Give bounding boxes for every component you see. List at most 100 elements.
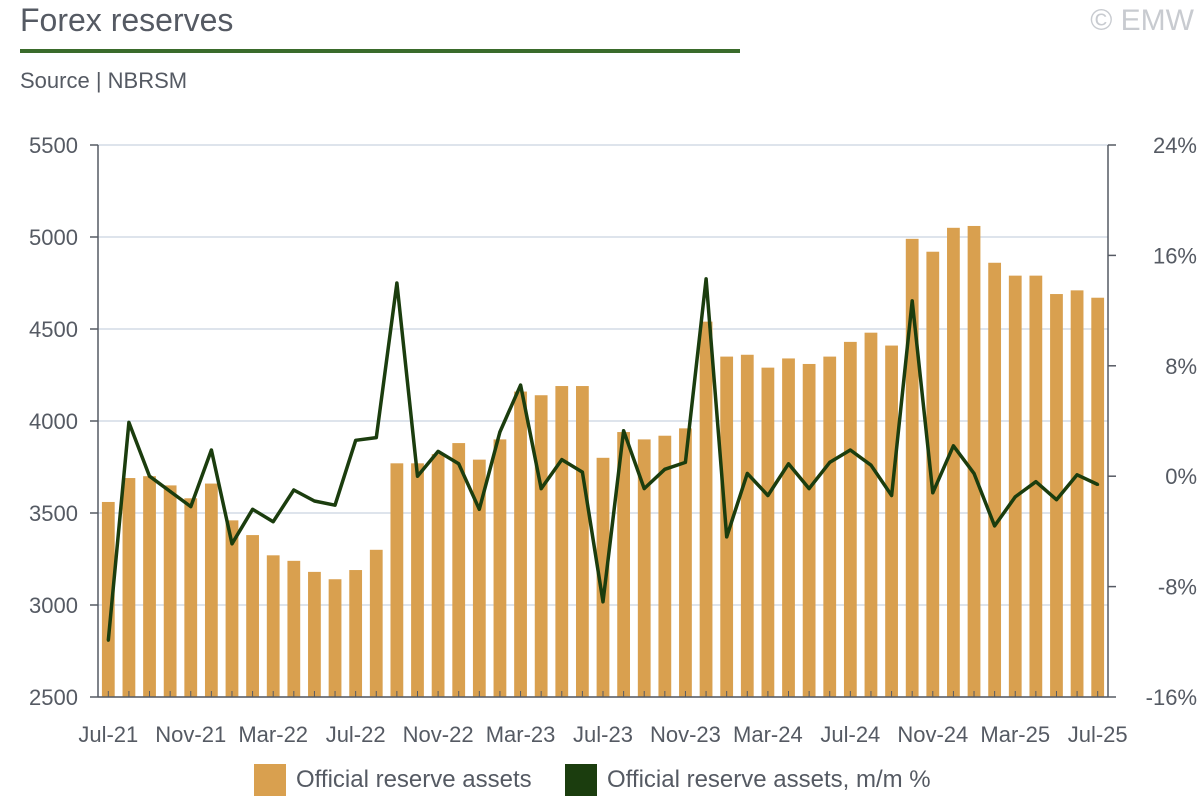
bar <box>802 363 816 697</box>
x-tick-label: Jul-23 <box>573 722 633 747</box>
bar <box>143 476 156 697</box>
bar <box>452 443 466 697</box>
bar <box>843 341 857 697</box>
bar <box>864 332 878 697</box>
line-point <box>931 491 935 495</box>
x-tick-label: Jul-24 <box>820 722 880 747</box>
line-point <box>127 420 131 424</box>
line-point <box>189 505 193 509</box>
line-point <box>1054 498 1058 502</box>
legend-swatch-line <box>565 764 597 796</box>
y-left-tick-label: 4500 <box>29 317 78 342</box>
bar <box>761 367 775 697</box>
bar <box>204 483 218 697</box>
line-point <box>230 542 234 546</box>
line-point <box>436 449 440 453</box>
line-point <box>683 460 687 464</box>
bar <box>885 345 898 697</box>
chart-canvas: 2500 3000 3500 4000 4500 5000 5500 -16% -8% 0% 8% 1… <box>29 133 1197 747</box>
legend-item-bars: Official reserve assets <box>254 764 532 796</box>
bar <box>534 395 548 697</box>
source-note: Source | NBRSM <box>20 68 188 93</box>
line-point <box>374 436 378 440</box>
line-point <box>910 299 914 303</box>
bar <box>1050 294 1063 697</box>
line-point <box>642 487 646 491</box>
bar <box>575 386 589 697</box>
line-point <box>1075 473 1079 477</box>
line-point <box>1096 482 1100 486</box>
bar <box>287 560 301 697</box>
line-point <box>1034 480 1038 484</box>
line-point <box>622 429 626 433</box>
bar <box>905 238 919 697</box>
bar <box>1091 297 1105 697</box>
line-point <box>251 507 255 511</box>
line-point <box>1013 495 1017 499</box>
y-left-tick-label: 5500 <box>29 133 78 158</box>
line-point <box>354 438 358 442</box>
bar <box>493 439 507 697</box>
bar <box>988 262 1002 697</box>
y-left-tick-label: 5000 <box>29 225 78 250</box>
y-right-tick-label: 0% <box>1165 464 1197 489</box>
line-point <box>890 494 894 498</box>
bar <box>246 535 259 697</box>
bar <box>1008 275 1022 697</box>
bar <box>266 555 280 697</box>
x-tick-label: Jul-22 <box>326 722 386 747</box>
y-right-tick-label: 24% <box>1153 133 1197 158</box>
line-point <box>663 467 667 471</box>
bar <box>967 225 981 697</box>
line-point <box>498 430 502 434</box>
line-point <box>333 503 337 507</box>
y-left-tick-label: 4000 <box>29 409 78 434</box>
y-left-tick-label: 2500 <box>29 685 78 710</box>
line-point <box>972 471 976 475</box>
line-point <box>766 494 770 498</box>
line-point <box>415 474 419 478</box>
bar <box>225 520 239 697</box>
line-point <box>148 474 152 478</box>
bar <box>658 435 672 697</box>
line-point <box>477 507 481 511</box>
bar <box>782 358 795 697</box>
line-point <box>457 462 461 466</box>
x-tick-label: Mar-23 <box>486 722 556 747</box>
line-point <box>787 462 791 466</box>
bar <box>596 457 610 697</box>
title-underline <box>20 49 740 53</box>
line-point <box>951 444 955 448</box>
bar <box>349 570 363 697</box>
bar <box>926 251 940 697</box>
bar <box>411 463 424 697</box>
line-point <box>704 277 708 281</box>
bar <box>328 579 342 697</box>
line-point <box>539 487 543 491</box>
bar <box>369 549 383 697</box>
x-tick-label: Nov-21 <box>155 722 226 747</box>
line-point <box>271 520 275 524</box>
line-point <box>560 458 564 462</box>
x-tick-label: Mar-25 <box>980 722 1050 747</box>
y-right-tick-label: -16% <box>1146 685 1197 710</box>
copyright-mark: © EMW <box>1090 4 1194 37</box>
line-point <box>312 499 316 503</box>
x-tick-label: Jul-21 <box>78 722 138 747</box>
line-point <box>519 383 523 387</box>
line-point <box>168 489 172 493</box>
chart-title: Forex reserves <box>20 2 234 38</box>
bar <box>101 501 115 697</box>
legend-item-line: Official reserve assets, m/m % <box>565 764 931 796</box>
line-point <box>395 281 399 285</box>
line-point <box>106 638 110 642</box>
legend-label-bars: Official reserve assets <box>296 766 532 793</box>
x-tick-label: Mar-22 <box>238 722 308 747</box>
x-tick-label: Mar-24 <box>733 722 803 747</box>
x-tick-label: Nov-23 <box>650 722 721 747</box>
legend-swatch-bars <box>254 764 286 796</box>
bar <box>1029 275 1043 697</box>
y-left-tick-label: 3000 <box>29 593 78 618</box>
bar <box>431 454 445 697</box>
line-point <box>828 460 832 464</box>
